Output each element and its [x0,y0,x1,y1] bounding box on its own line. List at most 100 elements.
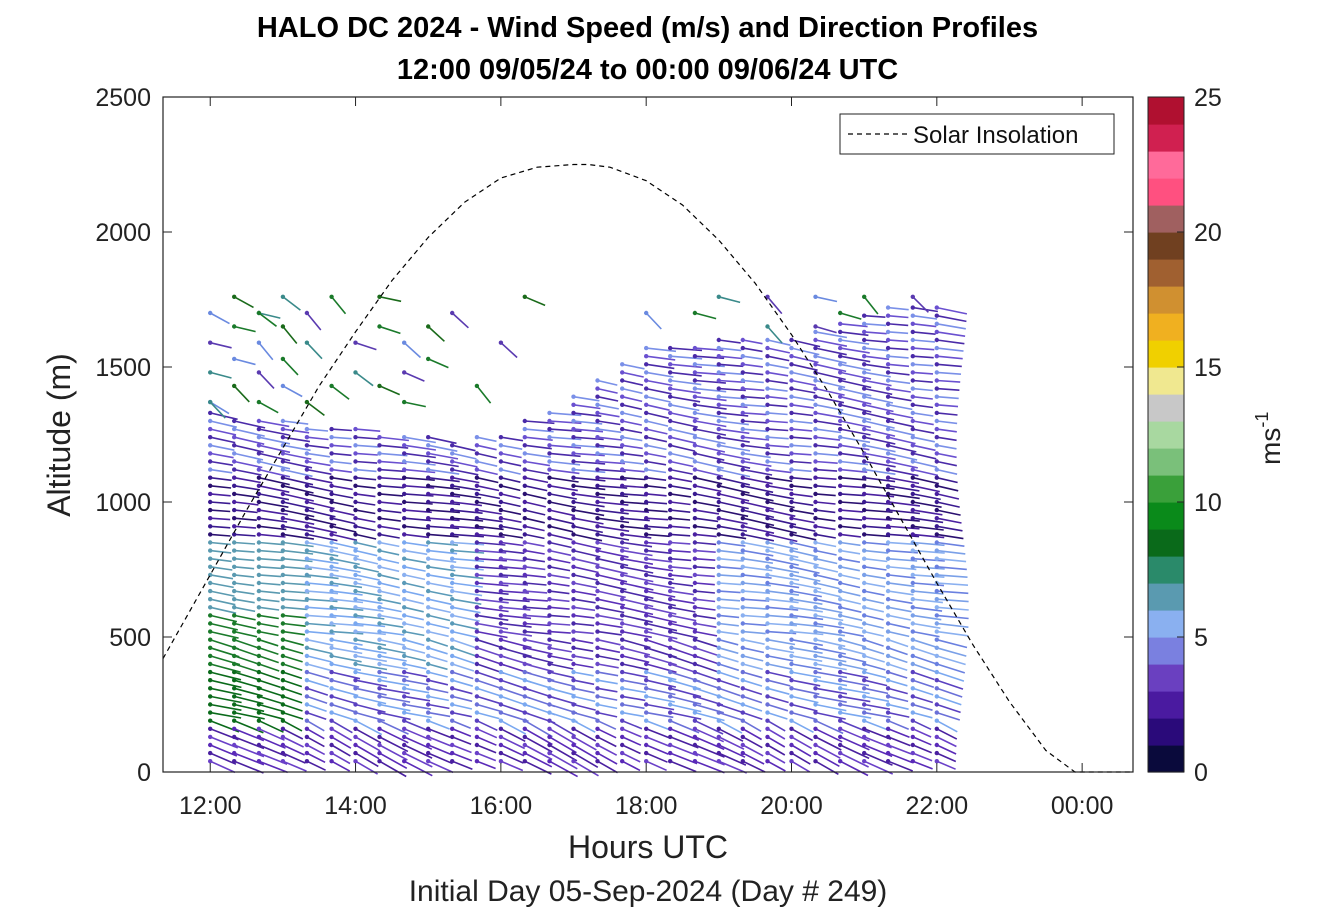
wind-arrow-head [838,597,843,602]
wind-arrow-head [934,621,939,626]
wind-arrow-head [426,621,431,626]
wind-arrow-head [353,540,358,545]
wind-arrow-head [668,402,673,407]
wind-arrow-head [620,394,625,399]
wind-arrow [767,590,800,596]
colorbar-segment [1148,205,1184,233]
wind-arrow [622,566,654,574]
wind-arrow-head [595,467,600,472]
wind-arrow [233,671,261,681]
wind-arrow-head [353,686,358,691]
wind-arrow [742,695,763,704]
colorbar-segment [1148,97,1184,125]
wind-arrow [476,468,498,476]
wind-arrow-head [353,645,358,650]
wind-arrow [451,728,472,737]
wind-arrow-head [765,718,770,723]
wind-arrow [669,760,697,773]
wind-arrow-upper [766,296,783,315]
wind-arrow [331,501,354,508]
wind-arrow [210,703,242,711]
wind-arrow [258,630,279,637]
wind-arrow-upper [404,401,426,408]
wind-arrow-head [377,532,382,537]
wind-arrow [549,679,575,688]
wind-arrow [234,574,255,578]
wind-arrow [742,436,770,441]
wind-arrow [234,598,255,604]
wind-arrow-upper [282,325,298,345]
wind-arrow [791,533,817,541]
wind-arrow-head [620,629,625,634]
wind-arrow-head [668,564,673,569]
wind-arrow [597,760,618,774]
wind-arrow [912,606,943,612]
wind-arrow [936,606,969,611]
wind-arrow-head [232,702,237,707]
wind-arrow [573,517,604,525]
wind-arrow [742,509,775,519]
wind-arrow-head [934,556,939,561]
wind-arrow [573,679,595,686]
wind-arrow [912,355,934,359]
wind-arrow-head [765,548,770,553]
wind-arrow-head [353,588,358,594]
wind-arrow [428,622,450,630]
wind-arrow-head [692,540,698,545]
wind-arrow-head [644,418,649,424]
wind-arrow [597,379,618,386]
wind-arrow [622,606,654,616]
wind-arrow [718,371,745,376]
wind-arrow [258,606,280,611]
wind-arrow [864,574,886,580]
wind-arrow [355,549,378,557]
wind-arrow [767,412,788,416]
wind-arrow [863,663,886,671]
wind-arrow-head [789,734,794,740]
wind-arrow-head [547,718,552,723]
wind-arrow [452,622,479,631]
wind-arrow-head [716,742,721,748]
wind-arrow [306,671,330,680]
wind-arrow [355,630,386,636]
wind-arrow [428,630,449,638]
wind-arrow-head [571,710,576,715]
wind-arrow [258,501,289,508]
wind-arrow [912,436,935,443]
wind-arrow [258,566,283,570]
wind-arrow-head [885,362,891,367]
wind-arrow [379,509,402,514]
wind-arrow-head [716,451,721,456]
wind-arrow-head [595,483,600,488]
wind-arrow [887,679,908,687]
wind-arrow-head [498,734,504,740]
wind-arrow-head [256,661,262,667]
wind-arrow-head [426,686,431,691]
wind-arrow-head [402,726,407,731]
wind-arrow [258,590,281,594]
wind-arrow [476,533,505,538]
wind-arrow [887,436,916,445]
wind-arrow-head [862,556,867,561]
wind-arrow [234,630,258,638]
wind-arrow [379,549,400,556]
wind-arrow-head [280,718,286,723]
wind-arrow [282,703,303,712]
wind-arrow [742,420,768,424]
wind-arrow-head [934,516,939,521]
wind-arrow-head [885,451,891,456]
wind-arrow-head [474,499,480,505]
wind-arrow [500,493,521,500]
wind-arrow-head [813,507,818,513]
wind-arrow [331,444,352,448]
wind-arrow [840,574,861,580]
wind-arrow-head [692,467,698,472]
wind-arrow [912,598,943,604]
wind-arrow [839,752,869,768]
wind-arrow [622,614,653,623]
wind-arrow-head [426,605,431,610]
wind-arrow-head [329,532,334,537]
wind-arrow [718,485,750,494]
wind-arrow-head [353,718,358,723]
wind-arrow-head [716,759,721,764]
